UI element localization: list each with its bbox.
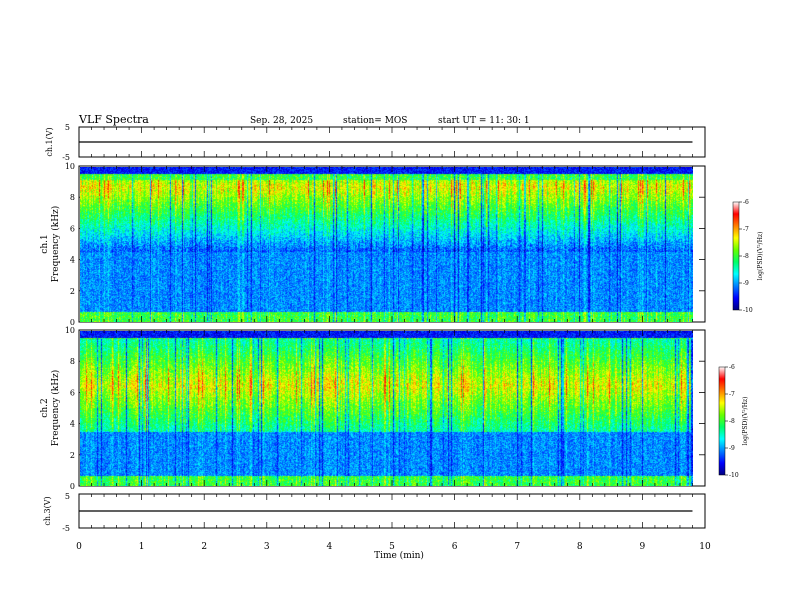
time-tick-label: 3 <box>264 542 270 552</box>
ch1-spectrogram-ylabel: Frequency (kHz) <box>50 206 61 283</box>
ch1-spectrogram-ytick-label: 2 <box>70 287 75 296</box>
time-tick-label: 0 <box>76 542 82 552</box>
ch2-colorbar-tick-label: -6 <box>729 364 735 371</box>
time-tick-label: 2 <box>201 542 207 552</box>
time-axis-label: Time (min) <box>374 550 424 561</box>
ch1-voltage-ylabel: ch.1(V) <box>45 127 54 156</box>
ch2-spectrogram-ytick-label: 8 <box>70 357 75 366</box>
ch2-colorbar-tick-label: -7 <box>729 391 735 398</box>
ch1-colorbar-label: log(PSD)(V²/Hz) <box>757 232 764 281</box>
ch2-spectrogram-ytick-label: 10 <box>65 326 75 335</box>
ch1-spectrogram-ytick-label: 10 <box>65 162 75 171</box>
ch1-spectrogram-ytick-label: 0 <box>70 318 75 327</box>
time-axis-ticks <box>78 127 706 528</box>
ch2-spectrogram-image <box>79 330 693 486</box>
ch1-spectrogram-ytick-label: 4 <box>70 256 75 265</box>
ch1-spectrogram-channel-label: ch.1 <box>40 234 50 253</box>
header-date: Sep. 28, 2025 <box>250 116 313 126</box>
ch2-spectrogram-ytick-label: 2 <box>70 451 75 460</box>
time-tick-label: 8 <box>577 542 583 552</box>
ch3-voltage-panel: 5 -5 ch.3(V) <box>43 492 706 533</box>
figure-title: VLF Spectra <box>78 113 149 126</box>
time-tick-label: 10 <box>699 542 711 552</box>
ch1-colorbar-tick-label: -10 <box>743 307 753 314</box>
ch1-voltage-ytick-bottom: -5 <box>62 153 70 162</box>
header-start-time: start UT = 11: 30: 1 <box>438 116 530 126</box>
header-station: station= MOS <box>343 116 407 126</box>
time-tick-label: 6 <box>452 542 458 552</box>
ch1-voltage-ytick-top: 5 <box>65 123 70 132</box>
ch2-colorbar-tick-label: -9 <box>729 445 735 452</box>
time-tick-label: 5 <box>389 542 395 552</box>
ch3-voltage-ytick-bottom: -5 <box>62 524 70 533</box>
ch1-spectrogram-ytick-label: 6 <box>70 224 75 233</box>
ch1-colorbar-tick-label: -6 <box>743 199 749 206</box>
ch2-spectrogram-channel-label: ch.2 <box>40 398 50 417</box>
ch2-spectrogram-ytick-label: 0 <box>70 482 75 491</box>
ch1-spectrogram-image <box>79 166 693 322</box>
time-tick-label: 7 <box>514 542 520 552</box>
ch1-colorbar-tick-label: -8 <box>743 253 749 260</box>
ch3-voltage-ytick-top: 5 <box>65 492 70 501</box>
ch2-spectrogram-ytick-label: 6 <box>70 388 75 397</box>
time-tick-label: 9 <box>640 542 646 552</box>
time-tick-label: 1 <box>139 542 145 552</box>
ch1-colorbar: log(PSD)(V²/Hz) -6 -7 -8 -9 -10 <box>732 199 764 314</box>
ch1-spectrogram-ytick-label: 8 <box>70 193 75 202</box>
ch2-colorbar-tick-label: -8 <box>729 418 735 425</box>
ch2-colorbar-label: log(PSD)(V²/Hz) <box>742 397 749 446</box>
ch1-colorbar-tick-label: -9 <box>743 280 749 287</box>
time-axis-tick-labels: 0 1 2 3 4 5 6 7 8 9 10 <box>76 542 711 552</box>
ch1-colorbar-tick-label: -7 <box>743 226 749 233</box>
ch2-colorbar: log(PSD)(V²/Hz) -6 -7 -8 -9 -10 <box>718 364 749 479</box>
ch1-voltage-panel: 5 -5 ch.1(V) <box>45 123 706 162</box>
ch2-colorbar-tick-label: -10 <box>729 472 739 479</box>
time-tick-label: 4 <box>327 542 333 552</box>
ch2-spectrogram-ylabel: Frequency (kHz) <box>50 370 61 447</box>
ch2-spectrogram-ytick-label: 4 <box>70 420 75 429</box>
ch3-voltage-ylabel: ch.3(V) <box>43 496 52 525</box>
